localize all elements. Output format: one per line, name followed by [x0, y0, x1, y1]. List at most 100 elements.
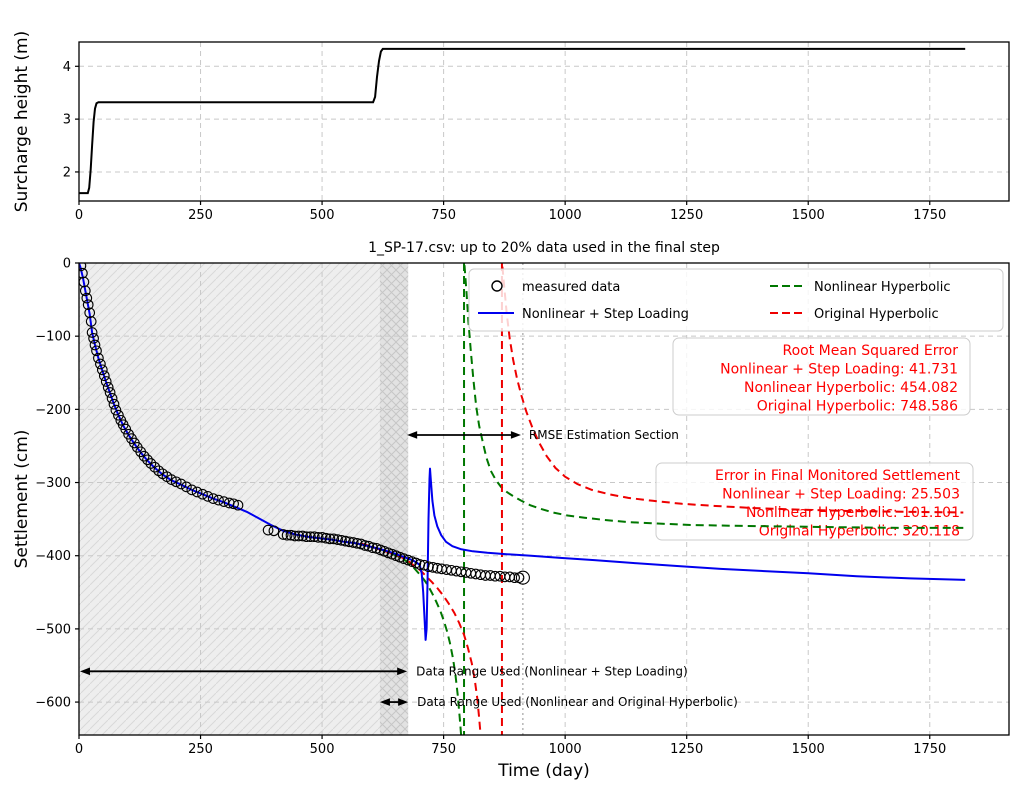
measured-point [202, 491, 214, 502]
original-hyperbolic-right-branch [501, 266, 964, 514]
measured-point [336, 534, 347, 546]
arrow-label: Data Range Used (Nonlinear and Original … [417, 695, 738, 709]
measured-point [166, 474, 177, 485]
measured-point [175, 478, 187, 490]
measured-point [79, 263, 87, 272]
measured-point [79, 285, 91, 297]
measured-point [149, 461, 161, 473]
measured-point [98, 370, 110, 382]
measured-data-points [79, 263, 530, 585]
measured-point [191, 486, 203, 498]
measured-point [367, 542, 378, 554]
y-tick-label: −600 [35, 696, 71, 711]
surcharge-chart: 0 250 500 750 1000 1250 1500 1750 2 3 4 Surcharge h… [12, 31, 1010, 223]
measured-point [359, 540, 371, 551]
x-tick-label: 1750 [913, 742, 946, 757]
nonlinear-hyperbolic-right-branch [463, 265, 964, 529]
grid [78, 42, 1009, 201]
x-tick-label: 750 [431, 742, 456, 757]
plot-border [78, 262, 1010, 736]
x-tick-label: 250 [188, 208, 213, 223]
rmse-box-line: Nonlinear + Step Loading: 41.731 [720, 362, 958, 378]
legend-label-nonlinear-hyperbolic: Nonlinear Hyperbolic [814, 280, 950, 295]
measured-point [320, 532, 332, 544]
measured-point [170, 476, 182, 488]
measured-point [88, 333, 99, 344]
measured-point [142, 454, 153, 466]
measured-point [95, 358, 106, 370]
measured-point [343, 536, 355, 548]
measured-point [301, 531, 312, 543]
surcharge-series [79, 47, 966, 195]
measured-point [186, 484, 198, 496]
measured-point [93, 352, 104, 364]
measured-point [297, 530, 308, 542]
measured-point [262, 524, 274, 536]
measured-point [316, 532, 328, 543]
plot-border [78, 41, 1010, 202]
measured-point [108, 398, 120, 410]
final-error-box: Error in Final Monitored Settlement Nonli… [655, 462, 974, 541]
measured-point [312, 532, 324, 543]
measured-point [218, 496, 230, 507]
x-tick-label: 500 [310, 742, 335, 757]
x-tick-label: 1500 [792, 742, 825, 757]
rmse-box: Root Mean Squared Error Nonlinear + Step … [672, 337, 971, 416]
legend-label-step-loading: Nonlinear + Step Loading [522, 307, 689, 322]
surcharge-y-axis-label: Surcharge height (m) [12, 31, 32, 212]
range-hyperbolic-arrow: Data Range Used (Nonlinear and Original … [379, 695, 738, 709]
axes: 0 250 500 750 1000 1250 1500 1750 0 −100 −200 −300 −… [35, 257, 1010, 757]
settlement-chart: Root Mean Squared Error Nonlinear + Step … [12, 240, 1010, 781]
x-tick-label: 0 [75, 208, 83, 223]
measured-point [228, 498, 239, 510]
measured-point [113, 409, 124, 421]
measured-point [332, 534, 343, 545]
legend: measured data Nonlinear + Step Loading Non… [468, 268, 1004, 332]
measured-point [197, 488, 208, 500]
measured-point [515, 570, 530, 585]
y-tick-label: 0 [63, 257, 71, 272]
rmse-box-line: Original Hyperbolic: 748.586 [757, 399, 958, 415]
x-tick-label: 250 [188, 742, 213, 757]
x-tick-label: 0 [75, 742, 83, 757]
measured-point [81, 292, 93, 304]
measured-point [340, 535, 351, 547]
x-tick-label: 1250 [670, 742, 703, 757]
measured-point [85, 316, 97, 327]
arrow-label: Data Range Used (Nonlinear + Step Loadin… [416, 664, 688, 678]
measured-point [104, 387, 116, 398]
y-tick-label: −500 [35, 622, 71, 637]
measured-point [293, 530, 305, 542]
x-tick-label: 500 [310, 208, 335, 223]
measured-point [509, 572, 520, 584]
original-hyperbolic-left-branch [359, 542, 482, 735]
measured-point [96, 364, 108, 376]
x-tick-label: 1500 [792, 208, 825, 223]
settlement-series [79, 263, 966, 735]
measured-point [110, 404, 122, 416]
settlement-y-axis-label: Settlement (cm) [12, 430, 32, 569]
measured-point [328, 533, 340, 545]
measured-point [89, 339, 101, 351]
axes: 0 250 500 750 1000 1250 1500 1750 2 3 4 [63, 41, 1010, 223]
final-error-box-line: Nonlinear + Step Loading: 25.503 [722, 487, 960, 503]
legend-marker-measured [491, 280, 503, 292]
fit-regions [79, 263, 409, 735]
measured-point [145, 458, 157, 469]
measured-point [268, 525, 280, 537]
y-tick-label: −400 [35, 549, 71, 564]
rmse-section-arrow: RMSE Estimation Section [407, 428, 679, 442]
y-tick-label: 3 [63, 113, 71, 128]
rmse-box-line: Root Mean Squared Error [782, 343, 958, 359]
measured-point [305, 531, 316, 543]
measured-point [82, 299, 94, 311]
y-tick-label: −300 [35, 476, 71, 491]
legend-label-original-hyperbolic: Original Hyperbolic [814, 307, 939, 322]
measured-point [324, 533, 336, 545]
x-tick-label: 1750 [913, 208, 946, 223]
measured-point [102, 382, 114, 393]
measured-point [207, 493, 219, 504]
measured-point [181, 481, 192, 493]
